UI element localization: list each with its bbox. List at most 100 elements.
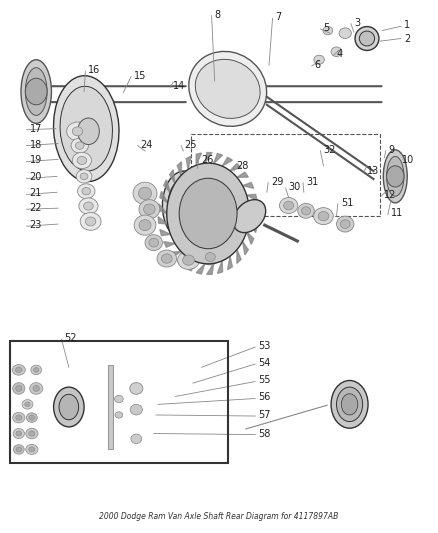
Polygon shape xyxy=(158,217,168,224)
Text: 51: 51 xyxy=(341,198,353,208)
Ellipse shape xyxy=(85,217,96,226)
Text: 11: 11 xyxy=(391,208,403,219)
Text: 26: 26 xyxy=(201,156,214,165)
Ellipse shape xyxy=(13,413,25,423)
Ellipse shape xyxy=(145,235,162,251)
Ellipse shape xyxy=(26,413,37,422)
Ellipse shape xyxy=(130,405,142,415)
Ellipse shape xyxy=(336,387,363,422)
Ellipse shape xyxy=(331,381,368,428)
Text: 31: 31 xyxy=(306,176,318,187)
Text: 23: 23 xyxy=(30,220,42,230)
Polygon shape xyxy=(243,182,254,188)
Ellipse shape xyxy=(59,394,79,419)
Polygon shape xyxy=(247,195,257,200)
Ellipse shape xyxy=(12,365,25,375)
Ellipse shape xyxy=(131,434,142,443)
Ellipse shape xyxy=(130,383,143,394)
Ellipse shape xyxy=(383,150,407,203)
Polygon shape xyxy=(158,204,167,214)
Polygon shape xyxy=(167,214,258,220)
Ellipse shape xyxy=(134,215,156,235)
Polygon shape xyxy=(214,154,223,164)
Text: 6: 6 xyxy=(315,60,321,70)
Polygon shape xyxy=(243,241,248,255)
Text: 20: 20 xyxy=(30,172,42,182)
Ellipse shape xyxy=(29,447,35,452)
Circle shape xyxy=(387,166,404,187)
Polygon shape xyxy=(207,263,214,274)
Polygon shape xyxy=(205,152,212,163)
Circle shape xyxy=(25,78,47,105)
Ellipse shape xyxy=(29,431,35,436)
Text: 7: 7 xyxy=(276,12,282,22)
Bar xyxy=(108,365,113,449)
Text: 22: 22 xyxy=(30,203,42,213)
Ellipse shape xyxy=(336,216,354,232)
Polygon shape xyxy=(230,164,241,171)
Ellipse shape xyxy=(80,173,88,180)
Text: 57: 57 xyxy=(258,410,271,420)
Ellipse shape xyxy=(13,445,24,454)
Ellipse shape xyxy=(78,184,95,199)
Text: 3: 3 xyxy=(354,18,360,28)
Polygon shape xyxy=(196,264,205,274)
Polygon shape xyxy=(170,252,181,257)
Polygon shape xyxy=(186,262,196,271)
Ellipse shape xyxy=(201,249,219,265)
Ellipse shape xyxy=(331,47,342,56)
Ellipse shape xyxy=(115,412,123,418)
Text: 14: 14 xyxy=(173,81,186,91)
Ellipse shape xyxy=(15,367,22,373)
Ellipse shape xyxy=(16,447,21,452)
Ellipse shape xyxy=(71,138,88,153)
Ellipse shape xyxy=(75,142,84,149)
Ellipse shape xyxy=(314,55,324,64)
Ellipse shape xyxy=(359,31,374,46)
Ellipse shape xyxy=(25,402,30,407)
Ellipse shape xyxy=(79,198,98,214)
Ellipse shape xyxy=(340,220,350,229)
Text: 1: 1 xyxy=(404,20,410,30)
Ellipse shape xyxy=(67,122,88,141)
Ellipse shape xyxy=(168,179,201,232)
Text: 55: 55 xyxy=(258,375,271,385)
Text: 13: 13 xyxy=(367,166,379,176)
Text: 10: 10 xyxy=(402,156,414,165)
Text: 32: 32 xyxy=(323,145,336,155)
Ellipse shape xyxy=(33,385,39,391)
Polygon shape xyxy=(222,157,233,166)
Ellipse shape xyxy=(138,187,152,199)
Text: 54: 54 xyxy=(258,358,271,368)
Text: 4: 4 xyxy=(336,50,343,59)
Text: 12: 12 xyxy=(385,190,397,200)
Polygon shape xyxy=(177,162,182,175)
Polygon shape xyxy=(247,232,254,245)
Ellipse shape xyxy=(183,255,194,265)
Ellipse shape xyxy=(80,213,101,230)
Ellipse shape xyxy=(341,394,358,415)
Text: 56: 56 xyxy=(258,392,271,402)
Text: 53: 53 xyxy=(258,341,271,351)
Polygon shape xyxy=(164,180,170,192)
Ellipse shape xyxy=(133,182,157,205)
Ellipse shape xyxy=(279,198,298,214)
Text: 28: 28 xyxy=(237,161,249,171)
Text: 15: 15 xyxy=(134,70,146,80)
Polygon shape xyxy=(249,205,258,214)
Ellipse shape xyxy=(355,27,379,51)
Ellipse shape xyxy=(29,415,35,420)
Ellipse shape xyxy=(115,395,123,403)
Text: 5: 5 xyxy=(323,23,330,33)
Polygon shape xyxy=(196,153,201,165)
Text: 9: 9 xyxy=(389,145,395,155)
Text: 8: 8 xyxy=(215,10,221,20)
Polygon shape xyxy=(186,156,191,169)
Ellipse shape xyxy=(205,253,215,261)
Ellipse shape xyxy=(77,156,87,165)
Text: 18: 18 xyxy=(30,140,42,150)
Text: 29: 29 xyxy=(271,176,283,187)
Text: 17: 17 xyxy=(30,124,42,134)
Ellipse shape xyxy=(387,157,404,196)
Ellipse shape xyxy=(339,28,351,38)
